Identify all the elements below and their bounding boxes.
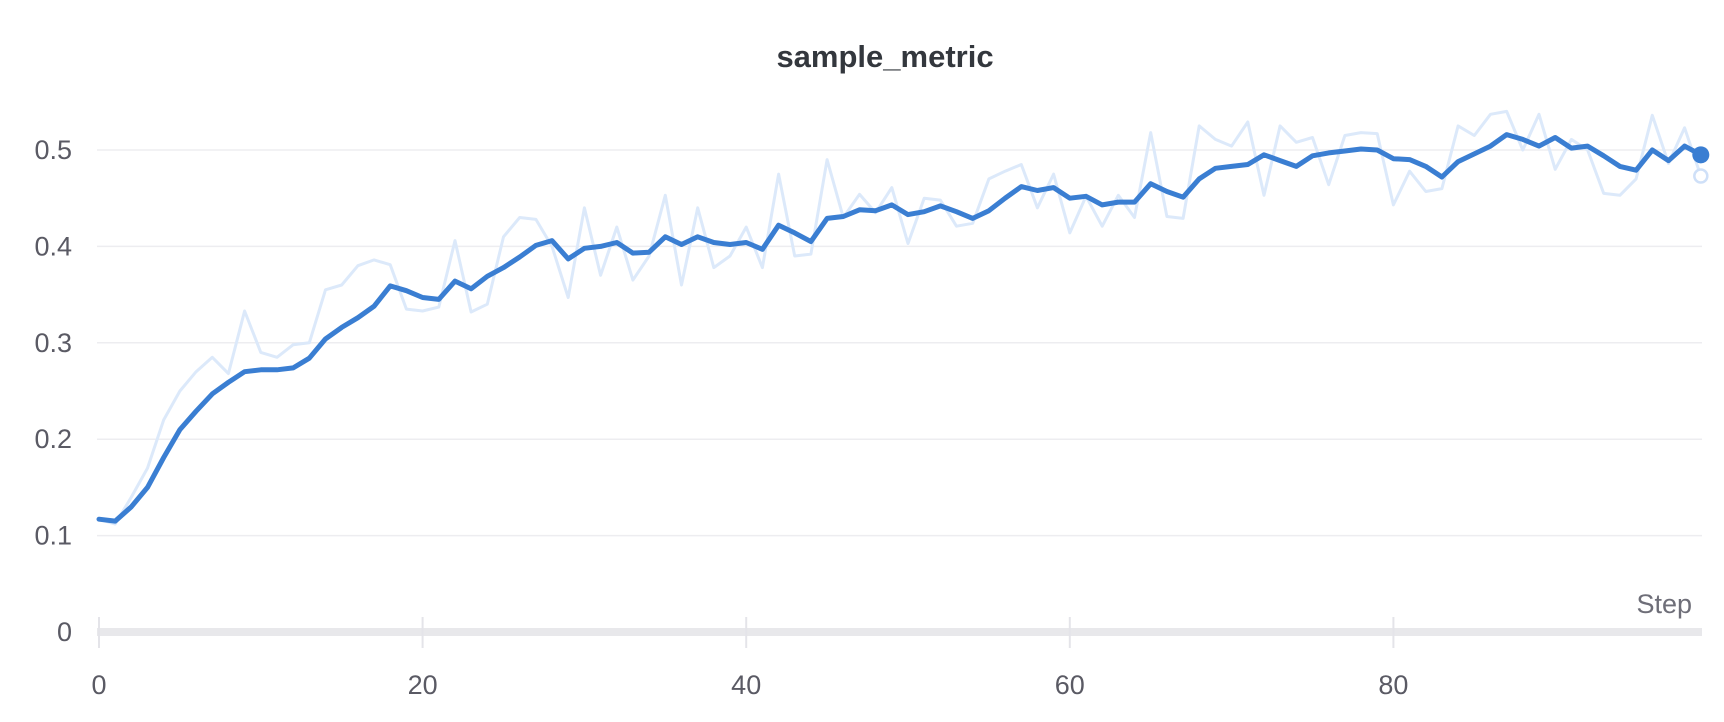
x-tick-label: 0 bbox=[91, 670, 106, 700]
raw-series-line bbox=[97, 109, 1703, 526]
x-tick-label: 80 bbox=[1378, 670, 1408, 700]
raw-endpoint-ring bbox=[1693, 168, 1709, 184]
y-tick-label: 0.5 bbox=[34, 135, 72, 165]
y-tick-label: 0.2 bbox=[34, 424, 72, 454]
x-axis: 0 20 40 60 80 bbox=[91, 617, 1702, 700]
plot-series bbox=[96, 109, 1710, 526]
smoothed-series-line bbox=[96, 132, 1704, 524]
y-tick-label: 0.1 bbox=[34, 521, 72, 551]
smoothed-endpoint-dot bbox=[1692, 146, 1710, 164]
y-tick-label: 0.4 bbox=[34, 231, 72, 261]
chart-title: sample_metric bbox=[776, 39, 993, 74]
x-tick-label: 40 bbox=[731, 670, 761, 700]
x-axis-label: Step bbox=[1636, 589, 1692, 619]
y-tick-label: 0.3 bbox=[34, 328, 72, 358]
x-axis-line bbox=[97, 628, 1702, 636]
x-tick-label: 60 bbox=[1055, 670, 1085, 700]
y-tick-label: 0 bbox=[57, 617, 72, 647]
x-tick-label: 20 bbox=[408, 670, 438, 700]
gridlines: 0 0.1 0.2 0.3 0.4 0.5 bbox=[34, 135, 1702, 647]
